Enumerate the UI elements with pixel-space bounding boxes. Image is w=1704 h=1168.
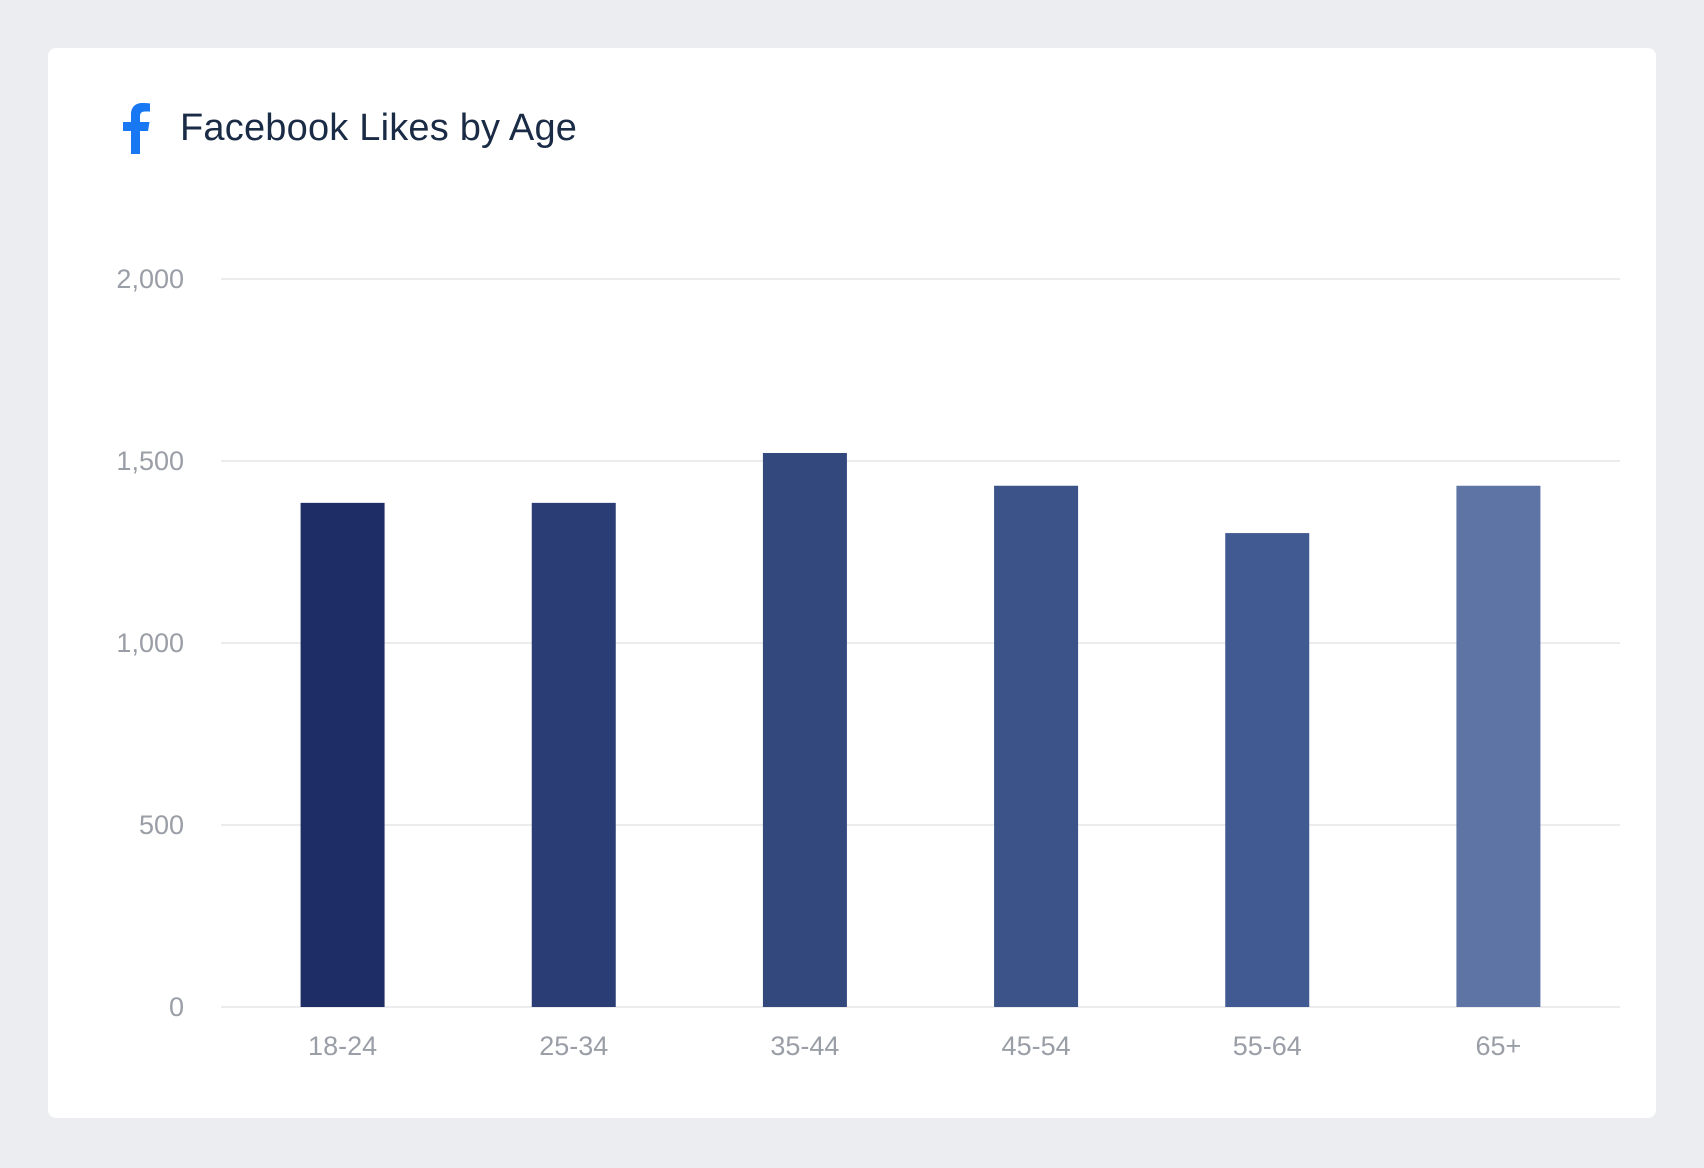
bar-65+[interactable] (1456, 485, 1541, 1007)
x-tick-label: 35-44 (770, 1031, 839, 1061)
y-tick-label: 0 (169, 992, 184, 1022)
bar-25-34[interactable] (531, 502, 616, 1007)
bars (300, 452, 1541, 1007)
x-tick-label: 55-64 (1233, 1031, 1302, 1061)
bar-45-54[interactable] (994, 485, 1079, 1007)
x-tick-label: 18-24 (308, 1031, 377, 1061)
x-tick-label: 65+ (1476, 1031, 1522, 1061)
x-tick-label: 25-34 (539, 1031, 608, 1061)
chart-header: Facebook Likes by Age (118, 98, 577, 158)
bar-18-24[interactable] (300, 502, 385, 1007)
chart-title: Facebook Likes by Age (180, 106, 578, 149)
y-tick-label: 500 (139, 810, 184, 840)
bar-55-64[interactable] (1225, 533, 1310, 1007)
grid-lines (221, 278, 1620, 1008)
bar-35-44[interactable] (762, 452, 847, 1007)
facebook-icon (123, 103, 150, 154)
y-tick-label: 2,000 (116, 264, 184, 294)
y-tick-label: 1,500 (116, 446, 184, 476)
y-axis-ticks: 0 500 1,000 1,500 2,000 (116, 264, 184, 1022)
x-tick-label: 45-54 (1002, 1031, 1071, 1061)
y-tick-label: 1,000 (116, 628, 184, 658)
x-axis-ticks: 18-24 25-34 35-44 45-54 55-64 65+ (308, 1031, 1521, 1061)
